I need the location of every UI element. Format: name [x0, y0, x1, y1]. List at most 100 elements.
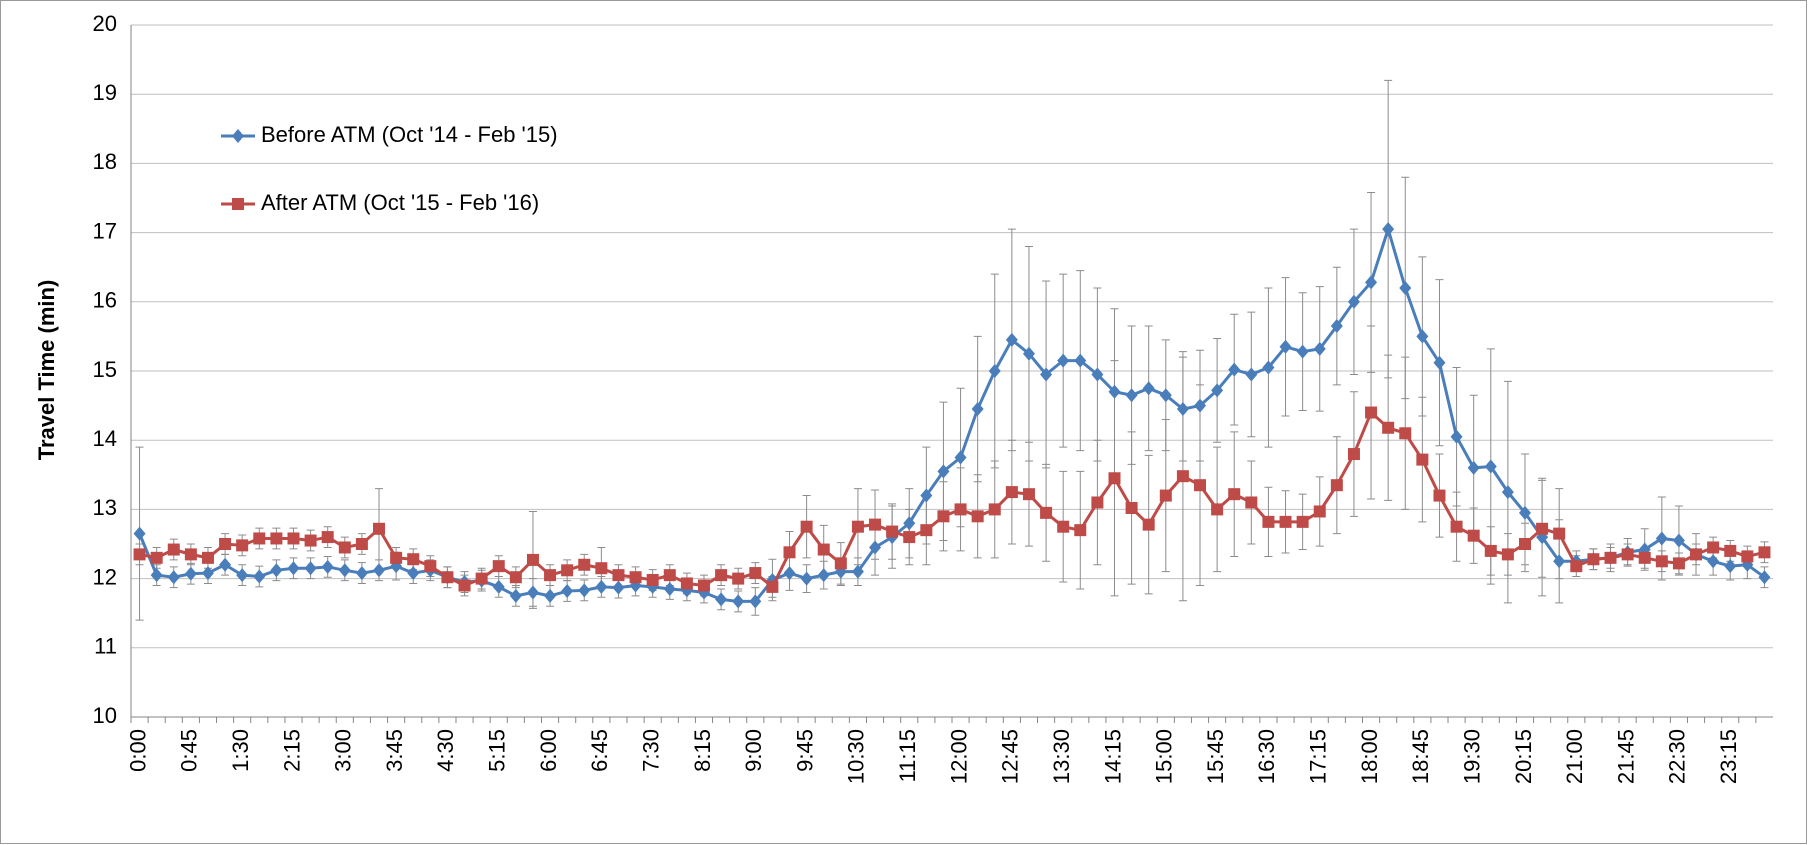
data-point — [1005, 332, 1018, 347]
data-point — [1655, 531, 1668, 546]
data-point — [971, 510, 984, 523]
data-point — [817, 568, 830, 583]
data-point — [1707, 541, 1720, 554]
data-point — [834, 557, 847, 570]
y-tick-label: 18 — [93, 149, 117, 174]
x-tick-label: 3:00 — [331, 729, 356, 772]
data-point — [219, 557, 232, 572]
data-point — [390, 551, 403, 564]
data-point — [869, 540, 882, 555]
x-tick-label: 15:00 — [1152, 729, 1177, 784]
x-tick-label: 18:00 — [1357, 729, 1382, 784]
data-point — [232, 198, 244, 210]
data-point — [851, 564, 864, 579]
data-point — [338, 563, 351, 578]
data-point — [595, 562, 608, 575]
data-point — [1450, 429, 1463, 444]
y-tick-label: 13 — [93, 495, 117, 520]
data-point — [1399, 427, 1412, 440]
data-point — [1638, 551, 1651, 564]
data-point — [232, 129, 244, 143]
data-point — [1467, 529, 1480, 542]
y-tick-label: 20 — [93, 11, 117, 36]
x-tick-label: 9:45 — [792, 729, 817, 772]
data-point — [1484, 544, 1497, 557]
data-point — [287, 532, 300, 545]
data-point — [766, 580, 779, 593]
data-point — [1467, 460, 1480, 475]
data-point — [1724, 559, 1737, 574]
data-point — [1484, 459, 1497, 474]
data-point — [355, 538, 368, 550]
data-point — [1536, 522, 1549, 535]
data-point — [1724, 544, 1737, 557]
data-point — [373, 563, 386, 578]
data-point — [304, 534, 317, 547]
data-point — [988, 503, 1001, 516]
data-point — [304, 561, 317, 576]
data-point — [817, 543, 830, 556]
data-point — [184, 566, 197, 581]
data-point — [1518, 538, 1531, 550]
data-point — [1365, 275, 1378, 290]
data-point — [167, 543, 180, 556]
data-point — [578, 558, 591, 571]
y-tick-label: 19 — [93, 80, 117, 105]
legend-label: Before ATM (Oct '14 - Feb '15) — [261, 122, 558, 147]
data-point — [1501, 548, 1514, 561]
data-point — [321, 531, 334, 544]
data-point — [954, 503, 967, 516]
data-point — [373, 522, 386, 535]
data-point — [663, 569, 676, 582]
data-point — [526, 553, 539, 566]
data-point — [1022, 488, 1035, 501]
x-tick-label: 5:15 — [485, 729, 510, 772]
data-point — [458, 579, 471, 592]
data-point — [1125, 502, 1138, 515]
data-point — [1330, 319, 1343, 334]
y-tick-label: 10 — [93, 703, 117, 728]
data-point — [1330, 479, 1343, 492]
data-point — [492, 560, 505, 573]
data-point — [150, 551, 163, 564]
data-point — [1501, 485, 1514, 500]
data-point — [1690, 548, 1703, 561]
data-point — [1091, 367, 1104, 382]
data-point — [1108, 472, 1121, 485]
data-point — [1365, 406, 1378, 419]
x-tick-label: 6:00 — [536, 729, 561, 772]
data-point — [612, 580, 625, 595]
data-point — [886, 525, 899, 538]
data-point — [1399, 280, 1412, 295]
data-point — [1433, 489, 1446, 502]
data-point — [1228, 488, 1241, 501]
data-point — [783, 546, 796, 559]
data-point — [1655, 555, 1668, 568]
data-point — [201, 551, 214, 564]
data-point — [1040, 367, 1053, 382]
data-point — [167, 570, 180, 585]
data-point — [1245, 367, 1258, 382]
data-point — [355, 566, 368, 581]
x-tick-label: 10:30 — [844, 729, 869, 784]
data-point — [1450, 520, 1463, 533]
data-point — [1074, 353, 1087, 368]
data-point — [1313, 341, 1326, 356]
x-tick-label: 15:45 — [1203, 729, 1228, 784]
data-point — [407, 553, 420, 566]
data-point — [697, 579, 710, 592]
data-point — [1758, 570, 1771, 585]
x-tick-label: 18:45 — [1408, 729, 1433, 784]
data-point — [988, 364, 1001, 378]
data-point — [1057, 353, 1070, 368]
x-tick-label: 12:00 — [946, 729, 971, 784]
x-tick-label: 17:15 — [1306, 729, 1331, 784]
data-point — [509, 571, 522, 584]
data-point — [612, 569, 625, 582]
data-point — [201, 566, 214, 581]
x-tick-label: 23:15 — [1716, 729, 1741, 784]
data-point — [270, 563, 283, 578]
data-point — [1296, 344, 1309, 359]
